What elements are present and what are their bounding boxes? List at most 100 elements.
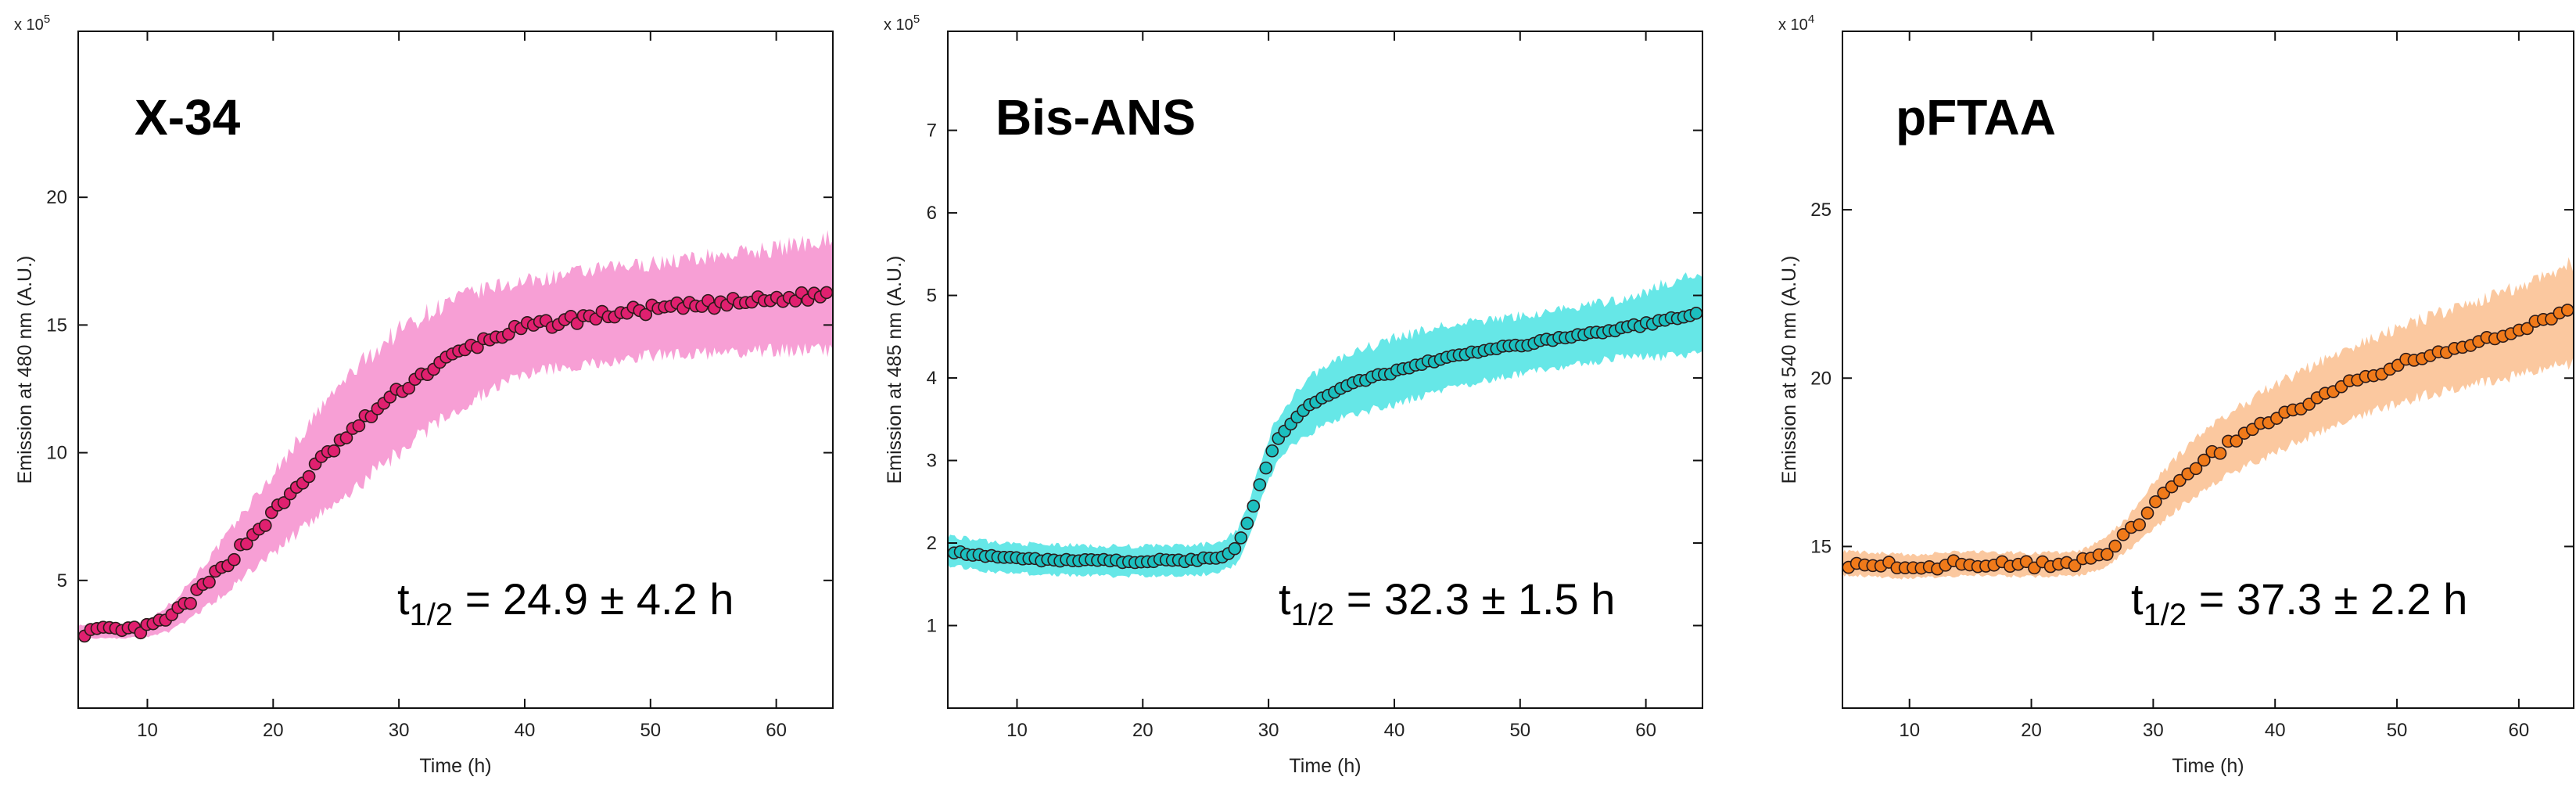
half-time-annotation: t1/2 = 32.3 ± 1.5 h bbox=[1279, 574, 1615, 632]
annotation-value: = 24.9 ± 4.2 h bbox=[453, 574, 734, 624]
plot-area bbox=[1842, 257, 2574, 580]
panel-title: pFTAA bbox=[1896, 89, 2056, 146]
chart-panel-2: 10 20 30 40 50 60 1 2 3 4 5 6 7 Time (h) Emission at 4… bbox=[884, 13, 1703, 777]
annotation-subscript: 1/2 bbox=[2144, 598, 2187, 632]
data-point bbox=[820, 286, 833, 300]
data-point bbox=[327, 444, 341, 458]
data-point bbox=[2149, 495, 2162, 509]
x-tick-label: 20 bbox=[1132, 720, 1153, 741]
data-point bbox=[639, 307, 653, 322]
x-tick-label: 20 bbox=[263, 720, 284, 741]
data-point bbox=[1234, 531, 1248, 545]
chart-panel-3: 10 20 30 40 50 60 15 20 25 Time (h) Emission at 54… bbox=[1778, 13, 2574, 777]
x-tick-label: 30 bbox=[1258, 720, 1279, 741]
data-point bbox=[228, 552, 241, 566]
annotation-subscript: 1/2 bbox=[410, 598, 454, 632]
half-time-annotation: t1/2 = 24.9 ± 4.2 h bbox=[397, 574, 734, 632]
x-tick-label: 60 bbox=[766, 720, 787, 741]
data-point bbox=[2108, 539, 2122, 553]
panel-title: X-34 bbox=[135, 89, 241, 146]
y-tick-label: 5 bbox=[57, 570, 67, 592]
data-point bbox=[2116, 528, 2130, 541]
data-point bbox=[2101, 548, 2114, 561]
half-time-annotation: t1/2 = 37.3 ± 2.2 h bbox=[2131, 574, 2467, 632]
plot-frame bbox=[947, 31, 1703, 709]
y-multiplier-exponent: 5 bbox=[913, 13, 920, 26]
x-tick-label: 30 bbox=[389, 720, 410, 741]
data-point bbox=[258, 519, 272, 532]
data-point bbox=[1240, 516, 1254, 530]
x-tick-label: 30 bbox=[2143, 720, 2164, 741]
panel-title: Bis-ANS bbox=[996, 89, 1196, 146]
data-point bbox=[302, 469, 316, 484]
x-tick-label: 60 bbox=[1635, 720, 1656, 741]
data-point bbox=[184, 596, 197, 610]
y-tick-label: 1 bbox=[927, 616, 937, 637]
data-point bbox=[1247, 499, 1261, 513]
y-multiplier: x 105 bbox=[14, 13, 50, 34]
annotation-t: t bbox=[1279, 574, 1291, 624]
data-point bbox=[2520, 322, 2534, 336]
data-point bbox=[1228, 541, 1242, 556]
plot-frame bbox=[77, 31, 834, 709]
data-point bbox=[203, 575, 216, 589]
plot-area bbox=[78, 230, 833, 643]
data-point bbox=[1253, 478, 1267, 491]
y-tick-label: 20 bbox=[1810, 368, 1832, 389]
x-tick-label: 60 bbox=[2509, 720, 2530, 741]
y-tick-label: 5 bbox=[927, 286, 937, 307]
x-tick-label: 10 bbox=[137, 720, 158, 741]
data-point bbox=[402, 381, 415, 395]
data-point bbox=[2197, 453, 2211, 467]
annotation-value: = 37.3 ± 2.2 h bbox=[2187, 574, 2467, 624]
y-tick-label: 2 bbox=[927, 533, 937, 554]
data-point bbox=[352, 419, 366, 433]
x-tick-label: 50 bbox=[1509, 720, 1530, 741]
y-tick-label: 20 bbox=[46, 187, 67, 208]
data-point bbox=[1689, 307, 1702, 320]
y-tick-label: 7 bbox=[927, 120, 937, 142]
y-tick-label: 6 bbox=[927, 203, 937, 224]
error-band bbox=[948, 272, 1702, 578]
data-point bbox=[2189, 462, 2203, 476]
data-point bbox=[1259, 461, 1273, 475]
chart-panel-1: 10 20 30 40 50 60 5 10 15 20 Time (h) Emission at 4… bbox=[14, 13, 834, 777]
x-tick-label: 20 bbox=[2021, 720, 2042, 741]
data-point bbox=[1265, 444, 1279, 458]
annotation-value: = 32.3 ± 1.5 h bbox=[1334, 574, 1615, 624]
error-band bbox=[1842, 257, 2574, 580]
y-multiplier: x 104 bbox=[1778, 13, 1814, 34]
x-tick-label: 40 bbox=[2265, 720, 2286, 741]
y-tick-label: 15 bbox=[46, 315, 67, 336]
plot-area bbox=[948, 272, 1702, 578]
y-tick-label: 4 bbox=[927, 368, 937, 389]
data-point bbox=[2560, 304, 2574, 317]
annotation-t: t bbox=[2131, 574, 2144, 624]
x-axis-title: Time (h) bbox=[1289, 755, 1361, 777]
annotation-subscript: 1/2 bbox=[1291, 598, 1335, 632]
x-tick-label: 40 bbox=[1384, 720, 1405, 741]
data-point bbox=[2230, 434, 2243, 448]
y-axis-title: Emission at 485 nm (A.U.) bbox=[884, 256, 906, 484]
y-tick-label: 10 bbox=[46, 443, 67, 464]
y-tick-label: 25 bbox=[1810, 200, 1832, 221]
x-tick-label: 10 bbox=[1899, 720, 1920, 741]
y-tick-label: 15 bbox=[1810, 536, 1832, 557]
x-tick-label: 50 bbox=[2387, 720, 2408, 741]
x-axis-title: Time (h) bbox=[419, 755, 491, 777]
data-point bbox=[471, 340, 484, 354]
plot-frame bbox=[1842, 31, 2574, 709]
x-tick-label: 10 bbox=[1006, 720, 1028, 741]
x-tick-label: 40 bbox=[515, 720, 536, 741]
data-point bbox=[2140, 506, 2154, 520]
y-tick-label: 3 bbox=[927, 451, 937, 472]
annotation-t: t bbox=[397, 574, 410, 624]
data-point bbox=[339, 431, 353, 444]
data-point bbox=[240, 537, 253, 551]
data-point bbox=[277, 496, 291, 509]
y-axis-title: Emission at 480 nm (A.U.) bbox=[14, 256, 36, 484]
y-axis-title: Emission at 540 nm (A.U.) bbox=[1778, 256, 1800, 484]
x-axis-title: Time (h) bbox=[2172, 755, 2244, 777]
data-point bbox=[2068, 559, 2082, 573]
